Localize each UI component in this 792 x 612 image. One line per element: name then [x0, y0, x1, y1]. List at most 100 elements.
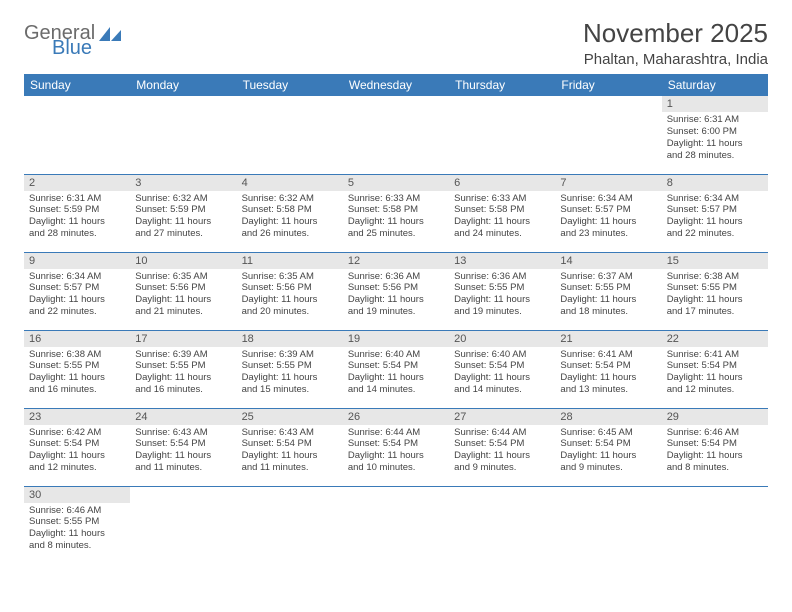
empty-day: [449, 487, 555, 503]
day-details: Sunrise: 6:36 AMSunset: 5:55 PMDaylight:…: [449, 269, 555, 322]
day-detail-line: Sunrise: 6:35 AM: [135, 271, 231, 283]
day-detail-line: Sunrise: 6:35 AM: [242, 271, 338, 283]
day-details: Sunrise: 6:38 AMSunset: 5:55 PMDaylight:…: [662, 269, 768, 322]
day-detail-line: Sunrise: 6:36 AM: [348, 271, 444, 283]
calendar-cell: [237, 96, 343, 174]
empty-day: [24, 96, 130, 112]
day-number: 24: [130, 409, 236, 425]
day-detail-line: Sunrise: 6:34 AM: [29, 271, 125, 283]
day-detail-line: Daylight: 11 hours: [667, 450, 763, 462]
day-detail-line: Sunrise: 6:38 AM: [29, 349, 125, 361]
day-detail-line: Daylight: 11 hours: [454, 450, 550, 462]
day-details: Sunrise: 6:44 AMSunset: 5:54 PMDaylight:…: [449, 425, 555, 478]
day-details: Sunrise: 6:31 AMSunset: 6:00 PMDaylight:…: [662, 112, 768, 165]
day-details: Sunrise: 6:43 AMSunset: 5:54 PMDaylight:…: [237, 425, 343, 478]
day-number: 6: [449, 175, 555, 191]
day-number: 21: [555, 331, 661, 347]
day-details: Sunrise: 6:42 AMSunset: 5:54 PMDaylight:…: [24, 425, 130, 478]
calendar-cell: 25Sunrise: 6:43 AMSunset: 5:54 PMDayligh…: [237, 408, 343, 486]
day-number: 5: [343, 175, 449, 191]
day-details: Sunrise: 6:34 AMSunset: 5:57 PMDaylight:…: [24, 269, 130, 322]
day-detail-line: and 8 minutes.: [29, 540, 125, 552]
day-detail-line: Sunrise: 6:43 AM: [135, 427, 231, 439]
day-detail-line: Daylight: 11 hours: [560, 372, 656, 384]
day-detail-line: and 28 minutes.: [29, 228, 125, 240]
day-detail-line: Sunset: 5:55 PM: [667, 282, 763, 294]
day-detail-line: and 21 minutes.: [135, 306, 231, 318]
day-details: Sunrise: 6:44 AMSunset: 5:54 PMDaylight:…: [343, 425, 449, 478]
day-detail-line: Sunset: 6:00 PM: [667, 126, 763, 138]
calendar-cell: 17Sunrise: 6:39 AMSunset: 5:55 PMDayligh…: [130, 330, 236, 408]
day-detail-line: and 9 minutes.: [560, 462, 656, 474]
day-detail-line: Sunrise: 6:44 AM: [348, 427, 444, 439]
day-detail-line: and 8 minutes.: [667, 462, 763, 474]
calendar-week-row: 2Sunrise: 6:31 AMSunset: 5:59 PMDaylight…: [24, 174, 768, 252]
day-detail-line: Sunset: 5:54 PM: [560, 360, 656, 372]
day-detail-line: Daylight: 11 hours: [29, 216, 125, 228]
calendar-cell: 9Sunrise: 6:34 AMSunset: 5:57 PMDaylight…: [24, 252, 130, 330]
day-detail-line: Sunset: 5:58 PM: [454, 204, 550, 216]
day-details: Sunrise: 6:34 AMSunset: 5:57 PMDaylight:…: [555, 191, 661, 244]
day-detail-line: Sunset: 5:57 PM: [560, 204, 656, 216]
empty-day: [555, 487, 661, 503]
day-detail-line: Daylight: 11 hours: [667, 138, 763, 150]
day-detail-line: and 16 minutes.: [135, 384, 231, 396]
day-details: Sunrise: 6:41 AMSunset: 5:54 PMDaylight:…: [555, 347, 661, 400]
day-detail-line: and 14 minutes.: [454, 384, 550, 396]
day-detail-line: Sunset: 5:56 PM: [242, 282, 338, 294]
day-number: 14: [555, 253, 661, 269]
calendar-cell: [555, 486, 661, 564]
day-detail-line: Sunrise: 6:33 AM: [454, 193, 550, 205]
day-details: Sunrise: 6:39 AMSunset: 5:55 PMDaylight:…: [130, 347, 236, 400]
calendar-cell: 22Sunrise: 6:41 AMSunset: 5:54 PMDayligh…: [662, 330, 768, 408]
weekday-header-row: Sunday Monday Tuesday Wednesday Thursday…: [24, 74, 768, 96]
day-detail-line: Sunrise: 6:34 AM: [560, 193, 656, 205]
day-detail-line: Daylight: 11 hours: [242, 216, 338, 228]
day-number: 30: [24, 487, 130, 503]
calendar-cell: 27Sunrise: 6:44 AMSunset: 5:54 PMDayligh…: [449, 408, 555, 486]
day-detail-line: Sunset: 5:59 PM: [135, 204, 231, 216]
calendar-cell: 16Sunrise: 6:38 AMSunset: 5:55 PMDayligh…: [24, 330, 130, 408]
calendar-week-row: 9Sunrise: 6:34 AMSunset: 5:57 PMDaylight…: [24, 252, 768, 330]
day-number: 4: [237, 175, 343, 191]
day-detail-line: Sunrise: 6:39 AM: [135, 349, 231, 361]
day-detail-line: Sunset: 5:54 PM: [667, 360, 763, 372]
day-detail-line: and 26 minutes.: [242, 228, 338, 240]
day-details: Sunrise: 6:39 AMSunset: 5:55 PMDaylight:…: [237, 347, 343, 400]
calendar-cell: 24Sunrise: 6:43 AMSunset: 5:54 PMDayligh…: [130, 408, 236, 486]
day-detail-line: Sunset: 5:54 PM: [348, 360, 444, 372]
day-number: 10: [130, 253, 236, 269]
day-detail-line: Daylight: 11 hours: [29, 294, 125, 306]
day-detail-line: Daylight: 11 hours: [135, 294, 231, 306]
day-number: 23: [24, 409, 130, 425]
day-detail-line: and 11 minutes.: [242, 462, 338, 474]
day-detail-line: Sunrise: 6:32 AM: [135, 193, 231, 205]
day-detail-line: Sunset: 5:55 PM: [560, 282, 656, 294]
day-detail-line: Sunset: 5:56 PM: [135, 282, 231, 294]
day-details: Sunrise: 6:46 AMSunset: 5:54 PMDaylight:…: [662, 425, 768, 478]
calendar-table: Sunday Monday Tuesday Wednesday Thursday…: [24, 74, 768, 564]
day-detail-line: Daylight: 11 hours: [348, 294, 444, 306]
day-detail-line: Sunset: 5:58 PM: [348, 204, 444, 216]
day-detail-line: Sunset: 5:54 PM: [454, 438, 550, 450]
day-detail-line: Daylight: 11 hours: [242, 372, 338, 384]
day-number: 28: [555, 409, 661, 425]
day-detail-line: Sunrise: 6:42 AM: [29, 427, 125, 439]
empty-day: [130, 487, 236, 503]
calendar-cell: 14Sunrise: 6:37 AMSunset: 5:55 PMDayligh…: [555, 252, 661, 330]
calendar-cell: 12Sunrise: 6:36 AMSunset: 5:56 PMDayligh…: [343, 252, 449, 330]
day-number: 29: [662, 409, 768, 425]
day-number: 7: [555, 175, 661, 191]
day-detail-line: Sunrise: 6:44 AM: [454, 427, 550, 439]
calendar-cell: [343, 96, 449, 174]
day-details: Sunrise: 6:31 AMSunset: 5:59 PMDaylight:…: [24, 191, 130, 244]
logo: General Blue: [24, 18, 121, 58]
day-detail-line: and 18 minutes.: [560, 306, 656, 318]
day-details: Sunrise: 6:33 AMSunset: 5:58 PMDaylight:…: [449, 191, 555, 244]
day-detail-line: Sunrise: 6:33 AM: [348, 193, 444, 205]
day-details: Sunrise: 6:32 AMSunset: 5:58 PMDaylight:…: [237, 191, 343, 244]
day-detail-line: and 12 minutes.: [667, 384, 763, 396]
day-detail-line: Sunset: 5:55 PM: [454, 282, 550, 294]
day-detail-line: Sunrise: 6:40 AM: [348, 349, 444, 361]
day-details: Sunrise: 6:35 AMSunset: 5:56 PMDaylight:…: [237, 269, 343, 322]
